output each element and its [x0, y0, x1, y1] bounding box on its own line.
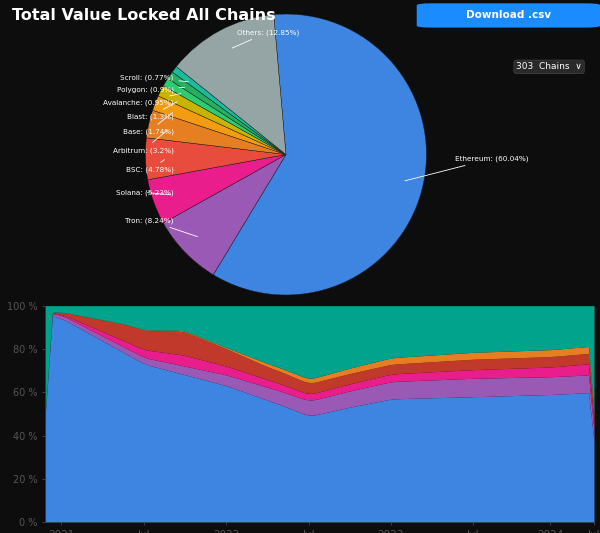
Text: Arbitrum: (3.2%): Arbitrum: (3.2%) [113, 130, 173, 154]
Wedge shape [158, 86, 286, 155]
Wedge shape [163, 78, 286, 155]
Text: DeFiLlama: DeFiLlama [266, 422, 373, 440]
Text: Solana: (5.23%): Solana: (5.23%) [116, 189, 173, 196]
Wedge shape [176, 14, 286, 155]
Text: Avalanche: (0.95%): Avalanche: (0.95%) [103, 94, 181, 106]
Text: Total Value Locked All Chains: Total Value Locked All Chains [12, 8, 275, 23]
Text: BSC: (4.78%): BSC: (4.78%) [125, 160, 173, 173]
Wedge shape [148, 155, 286, 223]
Wedge shape [146, 110, 286, 155]
Wedge shape [172, 67, 286, 155]
Text: Scroll: (0.77%): Scroll: (0.77%) [121, 74, 188, 82]
Text: Base: (1.74%): Base: (1.74%) [122, 112, 173, 135]
Text: Ethereum: (60.04%): Ethereum: (60.04%) [405, 156, 528, 181]
Wedge shape [152, 96, 286, 155]
Wedge shape [163, 155, 286, 274]
Text: 303  Chains  ∨: 303 Chains ∨ [516, 62, 582, 71]
Text: Download .csv: Download .csv [466, 11, 551, 20]
Text: Others: (12.85%): Others: (12.85%) [232, 29, 299, 48]
Text: Tron: (8.24%): Tron: (8.24%) [125, 217, 197, 237]
Wedge shape [145, 138, 286, 180]
Text: Polygon: (0.9%): Polygon: (0.9%) [116, 87, 185, 93]
Wedge shape [168, 72, 286, 155]
Wedge shape [213, 14, 427, 295]
Text: Blast: (1.3%): Blast: (1.3%) [127, 102, 177, 120]
FancyBboxPatch shape [416, 3, 600, 28]
